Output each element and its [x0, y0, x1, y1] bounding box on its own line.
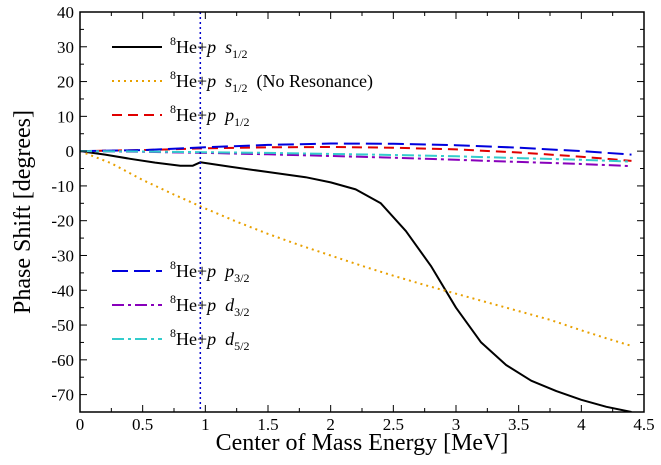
x-tick-label: 0 [76, 415, 85, 434]
legend-text-part: He+ [176, 261, 207, 281]
legend-text-part: He+ [176, 71, 207, 91]
series-line [80, 150, 632, 163]
legend-text-part: s [216, 37, 232, 57]
y-tick-label: 30 [57, 38, 74, 57]
y-tick-label: -50 [51, 316, 74, 335]
legend-text-part: 8 [170, 68, 176, 82]
x-tick-label: 1 [201, 415, 210, 434]
legend-text-part: p [216, 261, 234, 281]
x-axis-title: Center of Mass Energy [MeV] [216, 430, 509, 456]
x-tick-label: 1.5 [257, 415, 278, 434]
legend-text-part: 5/2 [234, 339, 249, 353]
legend-text-part: He+ [176, 37, 207, 57]
legend-text-part: p [205, 329, 216, 349]
legend-text-part: p [216, 105, 234, 125]
legend-text-part: 8 [170, 326, 176, 340]
legend-text-part: He+ [176, 295, 207, 315]
legend-text-part: 8 [170, 258, 176, 272]
legend-entry: 8He+p s1/2 [170, 34, 248, 61]
x-tick-label: 4 [577, 415, 586, 434]
y-tick-label: -70 [51, 386, 74, 405]
legend-text-part: p [205, 295, 216, 315]
y-tick-label: 10 [57, 107, 74, 126]
x-tick-label: 3.5 [508, 415, 529, 434]
legend-text-part: 3/2 [234, 305, 249, 319]
legend-text-part: p [205, 71, 216, 91]
legend-text-part: 3/2 [234, 271, 249, 285]
legend-entry: 8He+p d5/2 [170, 326, 249, 353]
y-tick-label: -30 [51, 246, 74, 265]
y-tick-label: 20 [57, 73, 74, 92]
series-line [80, 150, 632, 412]
x-tick-label: 2.5 [383, 415, 404, 434]
y-axis-title: Phase Shift [degrees] [10, 110, 36, 314]
y-tick-label: -60 [51, 351, 74, 370]
legend-text-part: He+ [176, 105, 207, 125]
legend-entry: 8He+p d3/2 [170, 292, 249, 319]
y-tick-label: -40 [51, 281, 74, 300]
legend-entry: 8He+p p3/2 [170, 258, 249, 285]
legend-text-part: 8 [170, 292, 176, 306]
y-tick-label: 40 [57, 3, 74, 22]
x-tick-label: 3 [452, 415, 461, 434]
series-line [80, 146, 632, 162]
legend-text-part: 1/2 [234, 115, 249, 129]
legend-entry: 8He+p s1/2 (No Resonance) [170, 68, 373, 95]
y-tick-label: 0 [66, 142, 75, 161]
legend-text-part: 1/2 [232, 81, 247, 95]
ticks-layer: 0 0.5 1 1.5 2 2.5 3 3.5 4 4.5 -70 -60 -50 -40 -30 -20 -1… [51, 3, 654, 434]
x-tick-label: 4.5 [633, 415, 654, 434]
series-line [80, 150, 632, 347]
legend-text-part: (No Resonance) [248, 71, 373, 92]
legend-text-part: He+ [176, 329, 207, 349]
legend-text-part: 8 [170, 34, 176, 48]
legend-text-part: p [205, 37, 216, 57]
legend-text-part: p [205, 261, 216, 281]
y-tick-label: -10 [51, 177, 74, 196]
legend-text-part: p [205, 105, 216, 125]
y-tick-label: -20 [51, 212, 74, 231]
series-layer [80, 142, 632, 412]
legend-text-part: d [216, 329, 235, 349]
legend-entry: 8He+p p1/2 [170, 102, 249, 129]
series-line [80, 142, 632, 156]
legend-text-part: 8 [170, 102, 176, 116]
legend-text-part: d [216, 295, 235, 315]
legend-text-part: s [216, 71, 232, 91]
x-tick-label: 0.5 [132, 415, 153, 434]
legend-text-part: 1/2 [232, 47, 247, 61]
x-tick-label: 2 [326, 415, 335, 434]
